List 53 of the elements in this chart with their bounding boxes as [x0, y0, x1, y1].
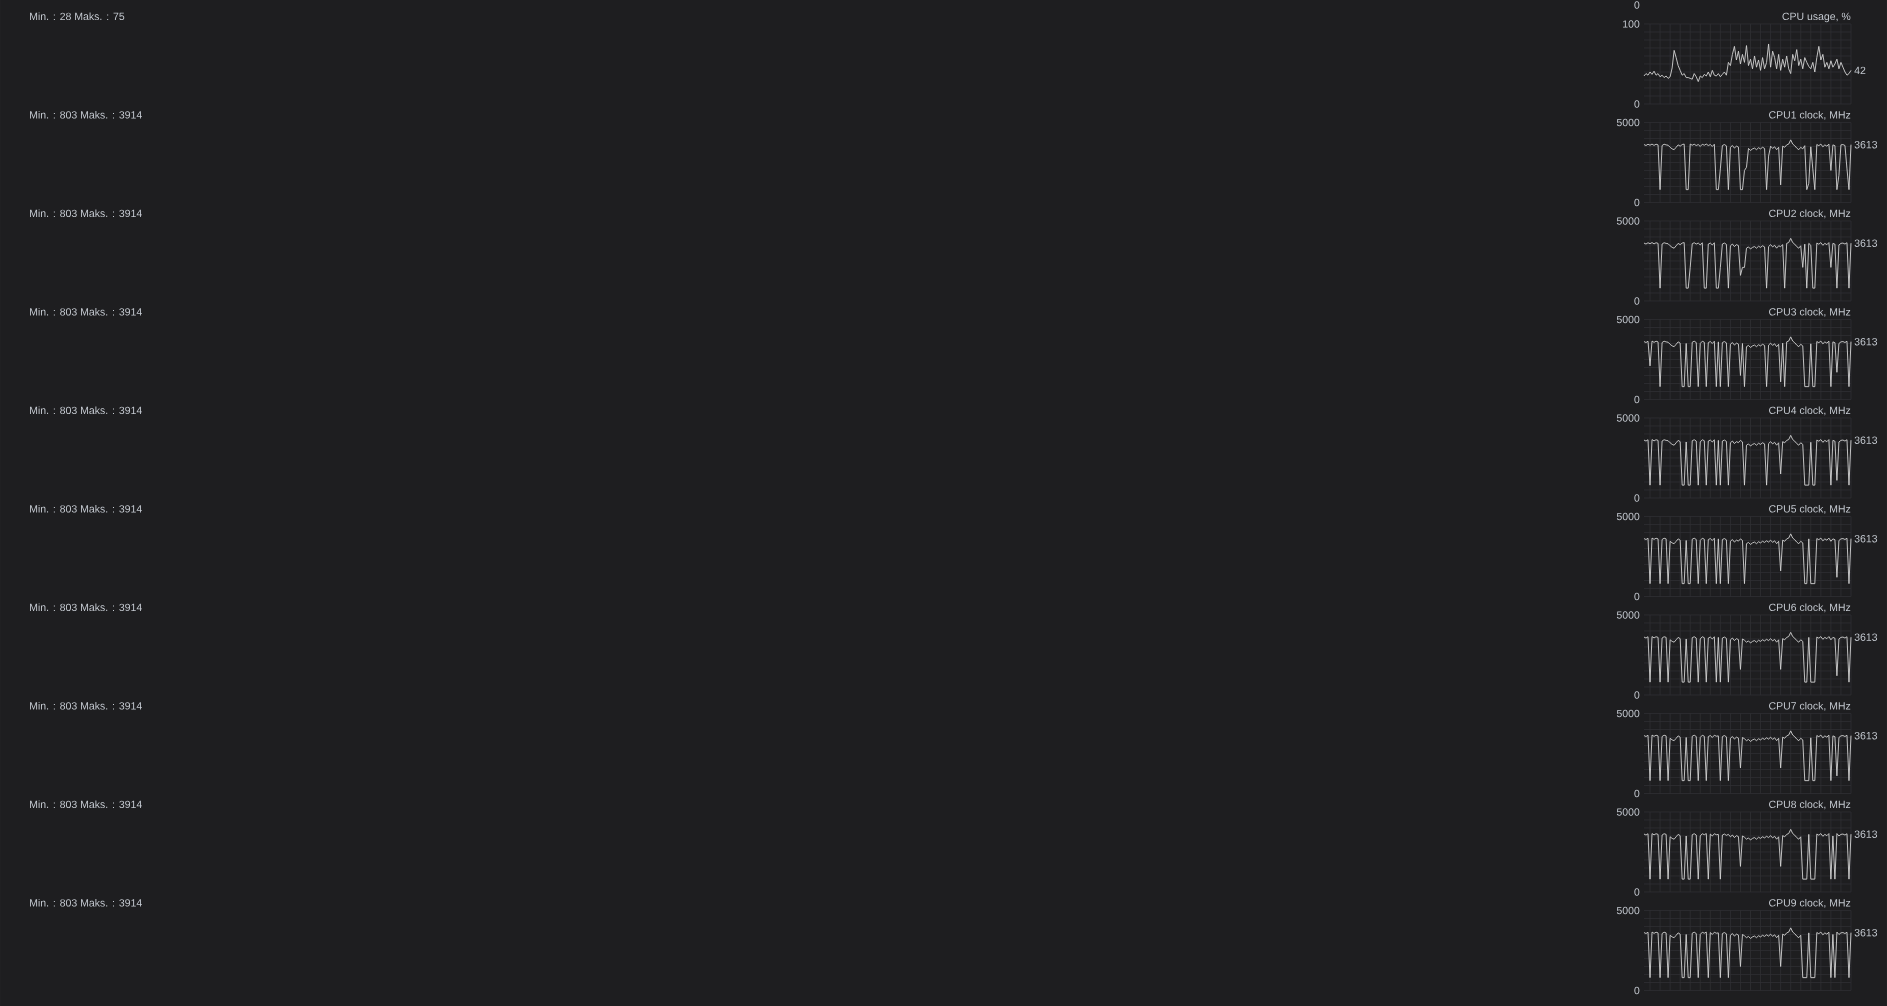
- y-tick-label: 5000: [1616, 611, 1640, 619]
- y-tick-label: 5000: [1616, 906, 1640, 915]
- chart-title: CPU7 clock, MHz: [1769, 701, 1851, 711]
- text: Min. : 28 Maks. : 75: [30, 12, 125, 21]
- y-tick-label: 5000: [1616, 414, 1640, 422]
- text: Min. : 803 Maks. : 3914: [30, 307, 142, 316]
- data-label: 3613: [1854, 140, 1878, 149]
- chart-title: CPU6 clock, MHz: [1769, 603, 1851, 613]
- chart-title: CPU3 clock, MHz: [1769, 307, 1851, 317]
- y-tick-label: 5000: [1616, 217, 1640, 225]
- y-tick-label: 5000: [1616, 709, 1640, 718]
- data-label: 3613: [1854, 928, 1878, 937]
- text: Min. : 803 Maks. : 3914: [30, 406, 142, 415]
- y-tick-label: 100: [1623, 20, 1640, 28]
- data-label: 3613: [1854, 436, 1878, 444]
- y-tick-label: 0: [1634, 592, 1640, 601]
- data-label: 42: [1854, 66, 1866, 75]
- line-series: [1643, 139, 1852, 191]
- chart-title: CPU1 clock, MHz: [1769, 110, 1851, 120]
- chart-title: CPU8 clock, MHz: [1769, 800, 1851, 810]
- y-tick-label: 0: [1634, 297, 1640, 305]
- y-tick-label: 5000: [1616, 808, 1640, 816]
- data-label: 3613: [1854, 633, 1878, 641]
- y-tick-label: 0: [1634, 198, 1640, 207]
- text: Min. : 803 Maks. : 3914: [30, 701, 142, 710]
- chart-title: CPU4 clock, MHz: [1769, 406, 1851, 416]
- chart-title: CPU9 clock, MHz: [1769, 898, 1851, 908]
- line-series: [1643, 43, 1852, 83]
- text: Min. : 803 Maks. : 3914: [30, 110, 142, 119]
- y-tick-label: 0: [1634, 888, 1640, 896]
- chart-title: CPU2 clock, MHz: [1769, 209, 1851, 219]
- data-label: 3613: [1854, 830, 1878, 838]
- chart-title: CPU5 clock, MHz: [1769, 504, 1851, 514]
- y-tick-label: 0: [1634, 986, 1640, 995]
- data-label: 3613: [1854, 337, 1878, 346]
- text: Min. : 803 Maks. : 3914: [30, 800, 142, 809]
- text: Min. : 803 Maks. : 3914: [30, 209, 142, 218]
- chart-title: CPU usage, %: [1782, 12, 1851, 23]
- y-tick-label: 5000: [1616, 512, 1640, 521]
- text: Min. : 803 Maks. : 3914: [30, 504, 142, 513]
- y-tick-label: 0: [1634, 691, 1640, 699]
- line-series: [1643, 237, 1852, 289]
- text: Min. : 803 Maks. : 3914: [30, 603, 142, 612]
- y-tick-label: 5000: [1616, 118, 1640, 127]
- y-tick-label: 0: [1634, 494, 1640, 502]
- data-label: 3613: [1854, 239, 1878, 247]
- data-label: 3613: [1854, 534, 1878, 543]
- text: Min. : 803 Maks. : 3914: [30, 898, 142, 907]
- y-tick-label: 0: [1634, 395, 1640, 404]
- y-tick-label: 0: [1634, 789, 1640, 798]
- y-tick-label: 0: [1634, 100, 1640, 108]
- data-label: 3613: [1854, 731, 1878, 740]
- y-tick-label: 5000: [1616, 315, 1640, 324]
